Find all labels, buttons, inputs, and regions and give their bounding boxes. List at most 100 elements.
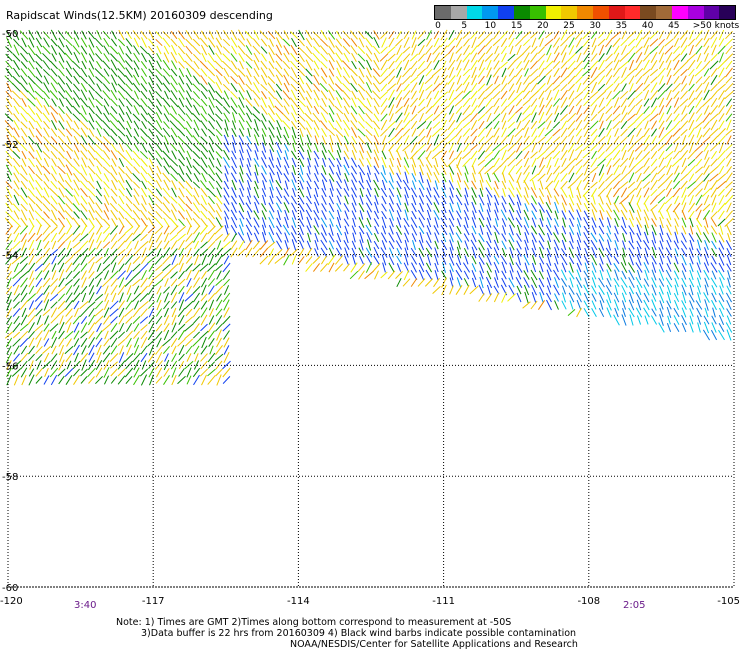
wind-barb (185, 127, 193, 138)
wind-barb (516, 248, 522, 257)
wind-barb (253, 67, 260, 78)
wind-barb (373, 157, 380, 168)
wind-barb (389, 225, 394, 235)
wind-barb (20, 127, 28, 138)
wind-barb (357, 135, 366, 145)
wind-barb (119, 292, 124, 303)
wind-barb (297, 113, 306, 122)
wind-barb (216, 45, 222, 55)
wind-barb (19, 323, 29, 332)
wind-barb (133, 344, 140, 356)
wind-barb (178, 187, 185, 198)
wind-barb (359, 150, 364, 160)
wind-barb (283, 173, 290, 182)
wind-barb (185, 285, 193, 295)
wind-barb (117, 255, 126, 265)
wind-barb (501, 247, 507, 258)
wind-barb (35, 106, 43, 114)
wind-barb (343, 156, 350, 169)
wind-barb (298, 217, 305, 228)
wind-barb (177, 278, 186, 287)
wind-barb (42, 31, 51, 39)
wind-barb (455, 29, 463, 41)
wind-barb (614, 240, 619, 250)
wind-barb (380, 59, 388, 71)
wind-barb (110, 337, 118, 348)
wind-barb (650, 105, 658, 115)
wind-barb (688, 292, 695, 303)
wind-barb (507, 165, 516, 175)
wind-barb (381, 225, 387, 235)
wind-barb (394, 127, 404, 138)
wind-barb (109, 112, 119, 123)
wind-barb (222, 83, 231, 92)
wind-barb (208, 142, 215, 153)
wind-barb (508, 194, 515, 206)
plot-title: Rapidscat Winds(12.5KM) 20160309 descend… (6, 9, 273, 22)
wind-barb (434, 262, 439, 273)
wind-barb (709, 166, 719, 174)
wind-barb (710, 74, 718, 86)
wind-barb (410, 135, 418, 145)
wind-barb (500, 98, 508, 107)
wind-barb (499, 143, 509, 152)
wind-barb (291, 179, 297, 191)
wind-barb (561, 232, 567, 243)
wind-barb (125, 322, 133, 333)
wind-barb (5, 105, 13, 115)
wind-barb (104, 203, 109, 212)
wind-barb (358, 225, 365, 235)
wind-barb (402, 53, 411, 62)
wind-barb (283, 247, 290, 258)
wind-barb (635, 29, 643, 41)
wind-barb (493, 105, 500, 115)
legend-swatch (435, 6, 451, 19)
wind-barb (606, 269, 612, 281)
wind-barb (433, 195, 440, 205)
wind-barb (401, 75, 412, 85)
wind-barb (418, 225, 425, 235)
wind-barb (650, 90, 658, 100)
wind-barb (216, 187, 222, 198)
wind-barb (484, 135, 494, 145)
wind-barb (216, 29, 222, 41)
wind-barb (710, 262, 718, 273)
wind-barb (238, 128, 245, 137)
wind-barb (27, 67, 36, 78)
wind-barb (253, 217, 260, 228)
wind-barb (650, 82, 658, 93)
wind-barb (576, 299, 582, 311)
wind-barb (560, 278, 568, 287)
wind-barb (539, 37, 544, 48)
wind-barb (238, 194, 245, 206)
wind-barb (185, 188, 193, 197)
wind-barb (177, 173, 186, 182)
wind-barb (358, 121, 365, 129)
wind-barb (238, 29, 245, 41)
wind-barb (13, 262, 20, 273)
wind-barb (28, 239, 35, 251)
wind-barb (576, 262, 582, 273)
wind-barb (704, 307, 709, 318)
wind-barb (57, 180, 66, 190)
wind-barb (222, 360, 231, 370)
wind-barb (96, 128, 102, 137)
wind-barb (695, 150, 703, 160)
wind-barb (170, 301, 178, 309)
wind-barb (246, 172, 252, 183)
wind-barb (529, 90, 539, 100)
wind-barb (372, 263, 381, 272)
wind-barb (12, 322, 21, 333)
wind-barb (688, 83, 695, 92)
wind-barb (606, 232, 612, 243)
wind-barb (539, 97, 544, 108)
wind-barb (725, 143, 733, 152)
wind-barb (478, 247, 485, 258)
wind-barb (403, 165, 410, 175)
wind-barb (561, 202, 567, 213)
wind-barb (328, 83, 335, 92)
wind-barb (704, 254, 709, 266)
wind-barb (148, 75, 155, 85)
wind-barb (200, 113, 208, 122)
wind-barb (477, 159, 486, 166)
